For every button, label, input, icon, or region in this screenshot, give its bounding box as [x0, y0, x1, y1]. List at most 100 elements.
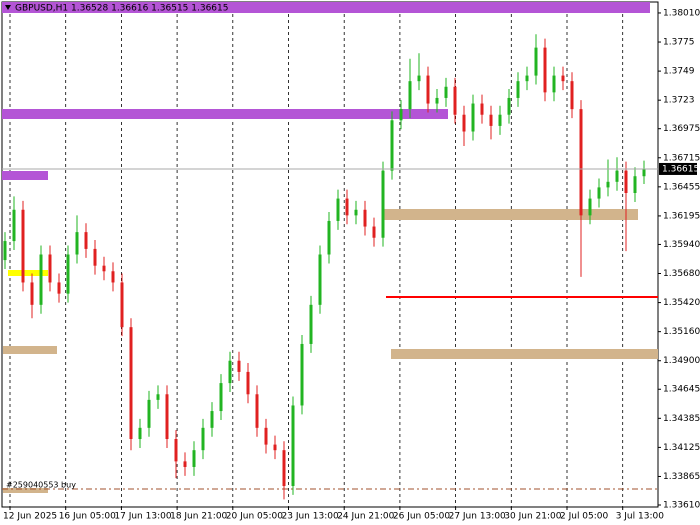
candle-body	[201, 427, 205, 451]
candle-body	[507, 97, 511, 115]
candle-body	[255, 394, 259, 428]
y-tick-label: 1.36195	[663, 211, 700, 221]
candle-body	[525, 75, 529, 82]
zone-rect	[391, 349, 658, 359]
zone-rect	[3, 346, 57, 354]
candle-body	[192, 450, 196, 467]
candle-body	[642, 168, 646, 177]
x-tick-label: 16 Jun 05:00	[59, 512, 116, 522]
x-tick-label: 17 Jun 13:00	[114, 512, 171, 522]
y-tick-label: 1.35420	[663, 298, 700, 308]
candle-body	[426, 75, 430, 104]
candle-body	[552, 75, 556, 93]
y-tick-label: 1.36455	[663, 182, 700, 192]
candle-body	[183, 461, 187, 467]
candle-body	[174, 439, 178, 462]
candle-body	[30, 282, 34, 305]
candle-body	[48, 254, 52, 283]
candle-body	[543, 47, 547, 93]
candle-body	[579, 109, 583, 216]
candle-body	[129, 327, 133, 440]
candle-body	[75, 232, 79, 255]
candle-body	[417, 75, 421, 82]
y-tick-label: 1.34125	[663, 443, 700, 453]
y-tick-label: 1.38010	[663, 8, 700, 18]
candle-body	[93, 248, 97, 266]
y-tick-label: 1.3749	[663, 67, 695, 77]
candle-body	[345, 198, 349, 216]
zone-rect	[2, 109, 448, 119]
candle-body	[147, 399, 151, 428]
x-tick-label: 3 Jul 13:00	[616, 512, 665, 522]
candle-body	[381, 170, 385, 238]
x-tick-label: 12 Jun 2025	[3, 512, 57, 522]
candle-body	[453, 86, 457, 115]
candle-body	[102, 265, 106, 272]
candle-body	[327, 220, 331, 255]
candle-body	[597, 187, 601, 199]
candle-body	[480, 103, 484, 115]
y-tick-label: 1.34900	[663, 356, 700, 366]
candle-body	[399, 109, 403, 121]
candle-body	[372, 226, 376, 238]
candle-body	[633, 176, 637, 193]
candle-body	[219, 383, 223, 412]
grid	[9, 2, 624, 507]
candle-body	[462, 114, 466, 132]
x-tick-label: 18 Jun 21:00	[170, 512, 227, 522]
candle-body	[534, 47, 538, 76]
y-tick-label: 1.33865	[663, 472, 700, 482]
y-tick-label: 1.35680	[663, 269, 700, 279]
candle-body	[606, 181, 610, 188]
candle-body	[408, 81, 412, 110]
candle-body	[21, 209, 25, 283]
candle-body	[615, 170, 619, 182]
candle-body	[57, 282, 61, 294]
candle-body	[156, 394, 160, 400]
zone-rect	[2, 171, 48, 180]
y-tick-label: 1.33610	[663, 500, 700, 510]
candle-body	[300, 343, 304, 406]
candle-body	[237, 360, 241, 372]
chart-title: GBPUSD,H1 1.36528 1.36616 1.36515 1.3661…	[15, 4, 228, 14]
candle-body	[471, 103, 475, 132]
y-tick-label: 1.3775	[663, 38, 695, 48]
x-tick-label: 27 Jun 13:00	[449, 512, 506, 522]
y-tick-label: 1.36715	[663, 153, 700, 163]
zone-rect	[3, 488, 48, 493]
order-label: #259040553 buy	[6, 481, 76, 490]
candle-body	[228, 360, 232, 384]
candle-body	[390, 120, 394, 171]
x-tick-label: 2 Jul 05:00	[560, 512, 609, 522]
y-tick-label: 1.35940	[663, 240, 700, 250]
x-tick-label: 26 Jun 05:00	[393, 512, 450, 522]
candle-body	[66, 254, 70, 294]
candle-body	[363, 209, 367, 227]
y-tick-label: 1.36975	[663, 124, 700, 134]
candle-body	[138, 427, 142, 440]
candle-body	[489, 114, 493, 126]
candle-body	[3, 241, 7, 261]
candle-body	[318, 254, 322, 305]
candle-body	[516, 81, 520, 98]
candle-body	[210, 411, 214, 428]
candle-body	[246, 371, 250, 395]
candle-body	[273, 444, 277, 451]
candle-body	[39, 254, 43, 305]
candle-body	[264, 427, 268, 445]
y-tick-label: 1.35160	[663, 327, 700, 337]
candle-body	[291, 405, 295, 486]
y-tick-label: 1.3723	[663, 96, 695, 106]
candle-body	[354, 209, 358, 216]
y-tick-label: 1.34385	[663, 414, 700, 424]
candle-body	[588, 198, 592, 216]
candle-body	[111, 271, 115, 283]
title-triangle	[5, 5, 11, 10]
candle-body	[120, 282, 124, 328]
candles	[3, 34, 646, 500]
candle-body	[498, 114, 502, 126]
candle-body	[84, 232, 88, 249]
candle-body	[282, 450, 286, 486]
candle-body	[336, 198, 340, 221]
